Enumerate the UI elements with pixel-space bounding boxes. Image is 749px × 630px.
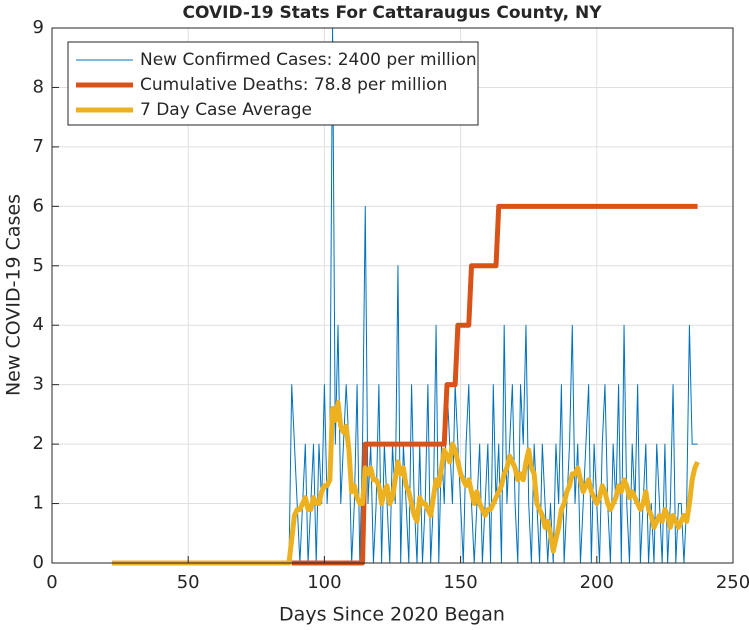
legend-label: New Confirmed Cases: 2400 per million xyxy=(140,50,477,70)
x-tick-label: 100 xyxy=(307,572,341,593)
y-tick-label: 9 xyxy=(33,17,44,38)
legend-box xyxy=(67,41,479,126)
y-tick-label: 5 xyxy=(33,255,44,276)
ticks: 0 1 2 3 4 5 6 7 8 9 0 50 100 150 200 250 xyxy=(33,17,749,593)
x-tick-label: 200 xyxy=(580,572,614,593)
y-tick-label: 3 xyxy=(33,374,44,395)
y-tick-label: 7 xyxy=(33,136,44,157)
y-tick-label: 8 xyxy=(33,76,44,97)
y-tick-label: 1 xyxy=(33,493,44,514)
y-tick-label: 4 xyxy=(33,314,44,335)
chart-title: COVID-19 Stats For Cattaraugus County, N… xyxy=(182,3,602,23)
x-tick-label: 0 xyxy=(46,572,57,593)
x-tick-label: 50 xyxy=(177,572,200,593)
legend-label: Cumulative Deaths: 78.8 per million xyxy=(140,75,447,95)
y-tick-label: 2 xyxy=(33,433,44,454)
legend-label: 7 Day Case Average xyxy=(140,100,312,120)
legend: New Confirmed Cases: 2400 per million Cum… xyxy=(67,41,479,126)
x-tick-label: 250 xyxy=(716,572,749,593)
y-axis-label: New COVID-19 Cases xyxy=(3,194,25,396)
y-tick-label: 6 xyxy=(33,195,44,216)
y-tick-label: 0 xyxy=(33,552,44,573)
axes-box xyxy=(51,27,734,564)
x-axis-label: Days Since 2020 Began xyxy=(279,604,505,626)
x-tick-label: 150 xyxy=(443,572,477,593)
